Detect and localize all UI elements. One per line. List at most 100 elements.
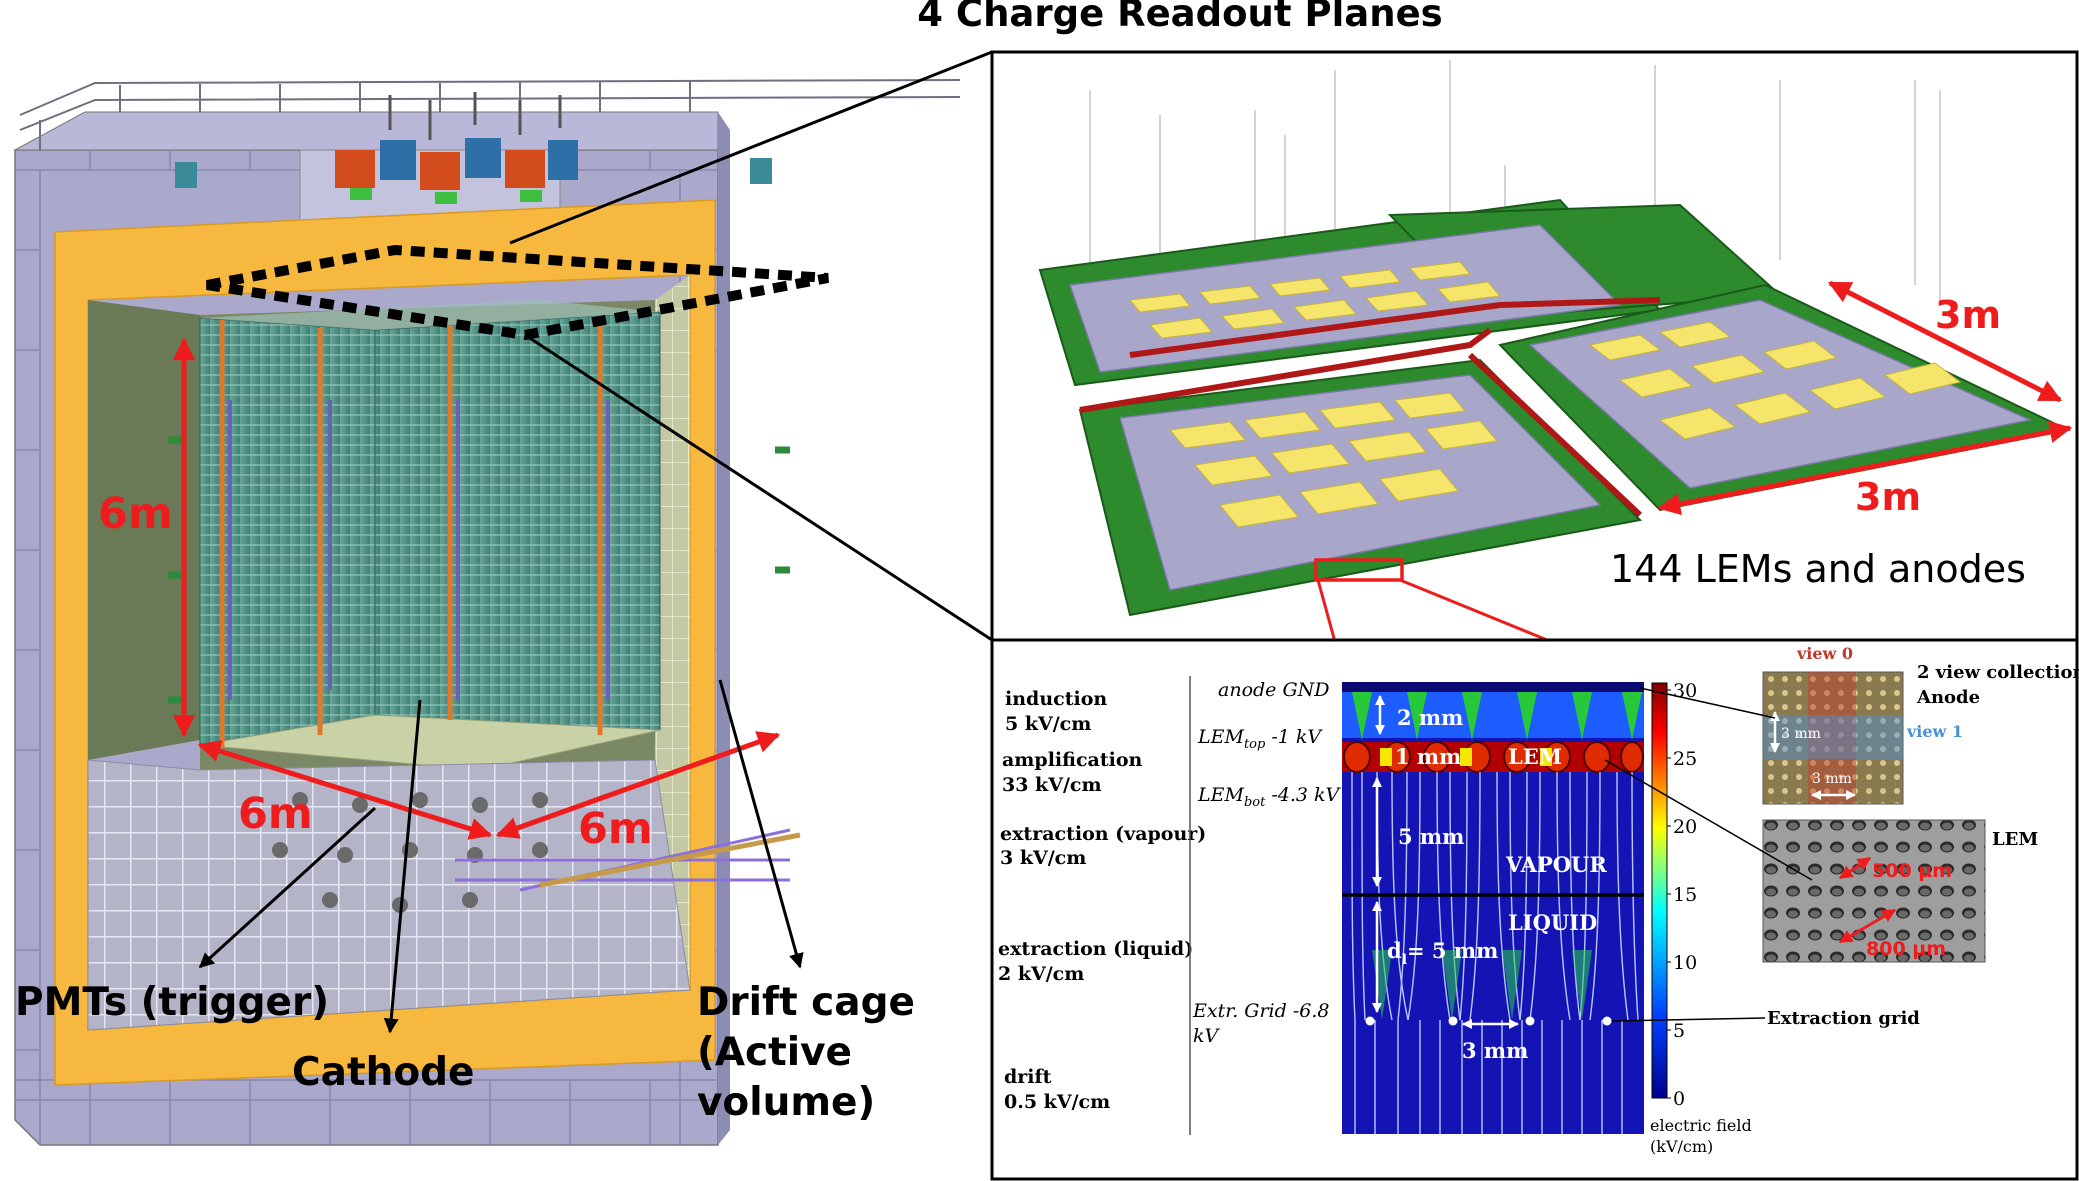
colorbar-tick-label: 0	[1673, 1088, 1685, 1110]
colorbar-tick-label: 5	[1673, 1020, 1685, 1042]
dim-depth-label: 6m	[578, 804, 653, 854]
view0-strip	[1808, 672, 1856, 804]
label-drift-cage-2: (Active	[697, 1030, 852, 1075]
region-extraction-liquid: extraction (liquid)	[998, 938, 1193, 960]
view1-label: view 1	[1906, 722, 1963, 741]
crp-caption: 144 LEMs and anodes	[1610, 547, 2026, 591]
layer-liquid: LIQUID	[1508, 910, 1597, 935]
cryostat-top	[14, 111, 719, 151]
lem-top-sub: top	[1244, 737, 1266, 752]
view0-label: view 0	[1796, 644, 1853, 663]
grid-pitch: 3 mm	[1462, 1038, 1528, 1063]
field-region-labels: induction 5 kV/cm amplification 33 kV/cm…	[998, 688, 1206, 1113]
dim-width-label: 6m	[238, 789, 313, 839]
collection-line-2: Anode	[1916, 687, 1980, 708]
collection-line-1: 2 view collection	[1917, 662, 2079, 683]
region-extraction-liquid-value: 2 kV/cm	[998, 963, 1084, 985]
potential-lem-bot: LEMbot -4.3 kV	[1197, 784, 1342, 810]
hole-pitch-arrow	[1838, 908, 1897, 944]
potential-labels: anode GND LEMtop -1 kV LEMbot -4.3 kV Ex…	[1192, 679, 1342, 1047]
layer-vapour: VAPOUR	[1505, 852, 1607, 877]
gap-arrows	[1372, 695, 1519, 1029]
readout-planes-render	[1038, 60, 2072, 617]
hole-pitch-label: 800 µm	[1866, 938, 1946, 960]
zoom-box	[1314, 558, 1404, 582]
gap-2mm: 2 mm	[1397, 705, 1463, 730]
view1-strip	[1763, 715, 1903, 759]
detector-dimension-arrows	[172, 337, 781, 840]
potential-grid-1: Extr. Grid -6.8	[1192, 1000, 1329, 1022]
colorbar-title-2: (kV/cm)	[1650, 1137, 1713, 1156]
crp-width-arrow	[1827, 280, 2063, 403]
region-extraction-vapour: extraction (vapour)	[1000, 823, 1206, 845]
region-extraction-vapour-value: 3 kV/cm	[1000, 847, 1086, 869]
anode-pitch-v: 3 mm	[1781, 726, 1821, 742]
gap-dl-base: d	[1387, 938, 1402, 963]
colorbar-tick-label: 25	[1673, 748, 1697, 770]
region-drift: drift	[1004, 1066, 1052, 1088]
colorbar-tick-label: 15	[1673, 884, 1697, 906]
colorbar-tick-label: 10	[1673, 952, 1697, 974]
field-lines	[1351, 771, 1639, 1134]
depth-arrow	[495, 731, 781, 839]
readout-dimension-arrows	[1657, 280, 2073, 516]
extraction-grid-label: Extraction grid	[1767, 1008, 1920, 1029]
lem-bot-val: -4.3 kV	[1265, 784, 1341, 806]
crp-dim-b: 3m	[1855, 475, 1921, 519]
potential-grid-2: kV	[1193, 1025, 1221, 1047]
colorbar-tick-label: 20	[1673, 816, 1697, 838]
inset-connectors	[1604, 687, 1813, 1022]
crp-length-arrow	[1657, 420, 2073, 516]
gap-dl-val: = 5 mm	[1407, 938, 1498, 963]
label-drift-cage-1: Drift cage	[697, 980, 915, 1025]
gap-1mm: 1 mm	[1395, 744, 1461, 769]
dim-height-label: 6m	[98, 489, 173, 539]
lem-bot-sub: bot	[1244, 795, 1266, 810]
region-drift-value: 0.5 kV/cm	[1004, 1091, 1110, 1113]
induction-gap	[1342, 692, 1644, 738]
label-drift-cage-3: volume)	[697, 1080, 875, 1125]
drift-cage	[168, 300, 790, 771]
gap-dl-sub: l	[1402, 952, 1407, 968]
potential-lem-top: LEMtop -1 kV	[1197, 726, 1323, 752]
lem-bot-base: LEM	[1197, 784, 1244, 806]
crp-dim-a: 3m	[1935, 293, 2001, 337]
region-amplification: amplification	[1002, 749, 1142, 771]
gap-5mm: 5 mm	[1398, 824, 1464, 849]
region-amplification-value: 33 kV/cm	[1002, 774, 1102, 796]
hole-diameter-label: 500 µm	[1872, 860, 1952, 882]
figure-title: 4 Charge Readout Planes	[917, 0, 1442, 35]
anode-strip	[1342, 682, 1644, 692]
interior-left-wall	[88, 300, 200, 760]
detector-pointer-arrows	[198, 679, 804, 1034]
cryostat-side	[718, 112, 730, 1145]
layer-lem: LEM	[1508, 744, 1562, 769]
field-map	[1342, 682, 1644, 1134]
region-induction-value: 5 kV/cm	[1005, 713, 1091, 735]
floor-pipe-copper	[539, 832, 801, 888]
extraction-grid-wires	[1365, 1016, 1612, 1026]
zoom-connectors	[509, 50, 993, 642]
label-pmts: PMTs (trigger)	[15, 980, 329, 1025]
label-cathode: Cathode	[292, 1050, 475, 1095]
anode-pitch-h: 3 mm	[1812, 771, 1852, 787]
lem-top-base: LEM	[1197, 726, 1244, 748]
width-arrow	[197, 740, 493, 840]
field-hotspots-top	[1352, 692, 1642, 740]
gap-dl: dl= 5 mm	[1387, 938, 1498, 968]
hole-diameter-arrow	[1838, 856, 1872, 880]
colorbar-gradient	[1651, 682, 1668, 1099]
readout-plane-outline	[206, 244, 829, 341]
lem-holes	[1342, 741, 1644, 773]
colorbar-title-1: electric field	[1650, 1116, 1752, 1135]
anode-inset-image	[1762, 671, 1904, 805]
lem-inset-label: LEM	[1992, 829, 2038, 850]
lem-top-val: -1 kV	[1265, 726, 1323, 748]
region-induction: induction	[1005, 688, 1107, 710]
lem-inset: 500 µm 800 µm LEM	[1762, 819, 2038, 963]
potential-anode: anode GND	[1218, 679, 1330, 701]
anode-inset: view 0 view 1 3 mm 3 mm 2 view collectio…	[1762, 644, 2079, 805]
